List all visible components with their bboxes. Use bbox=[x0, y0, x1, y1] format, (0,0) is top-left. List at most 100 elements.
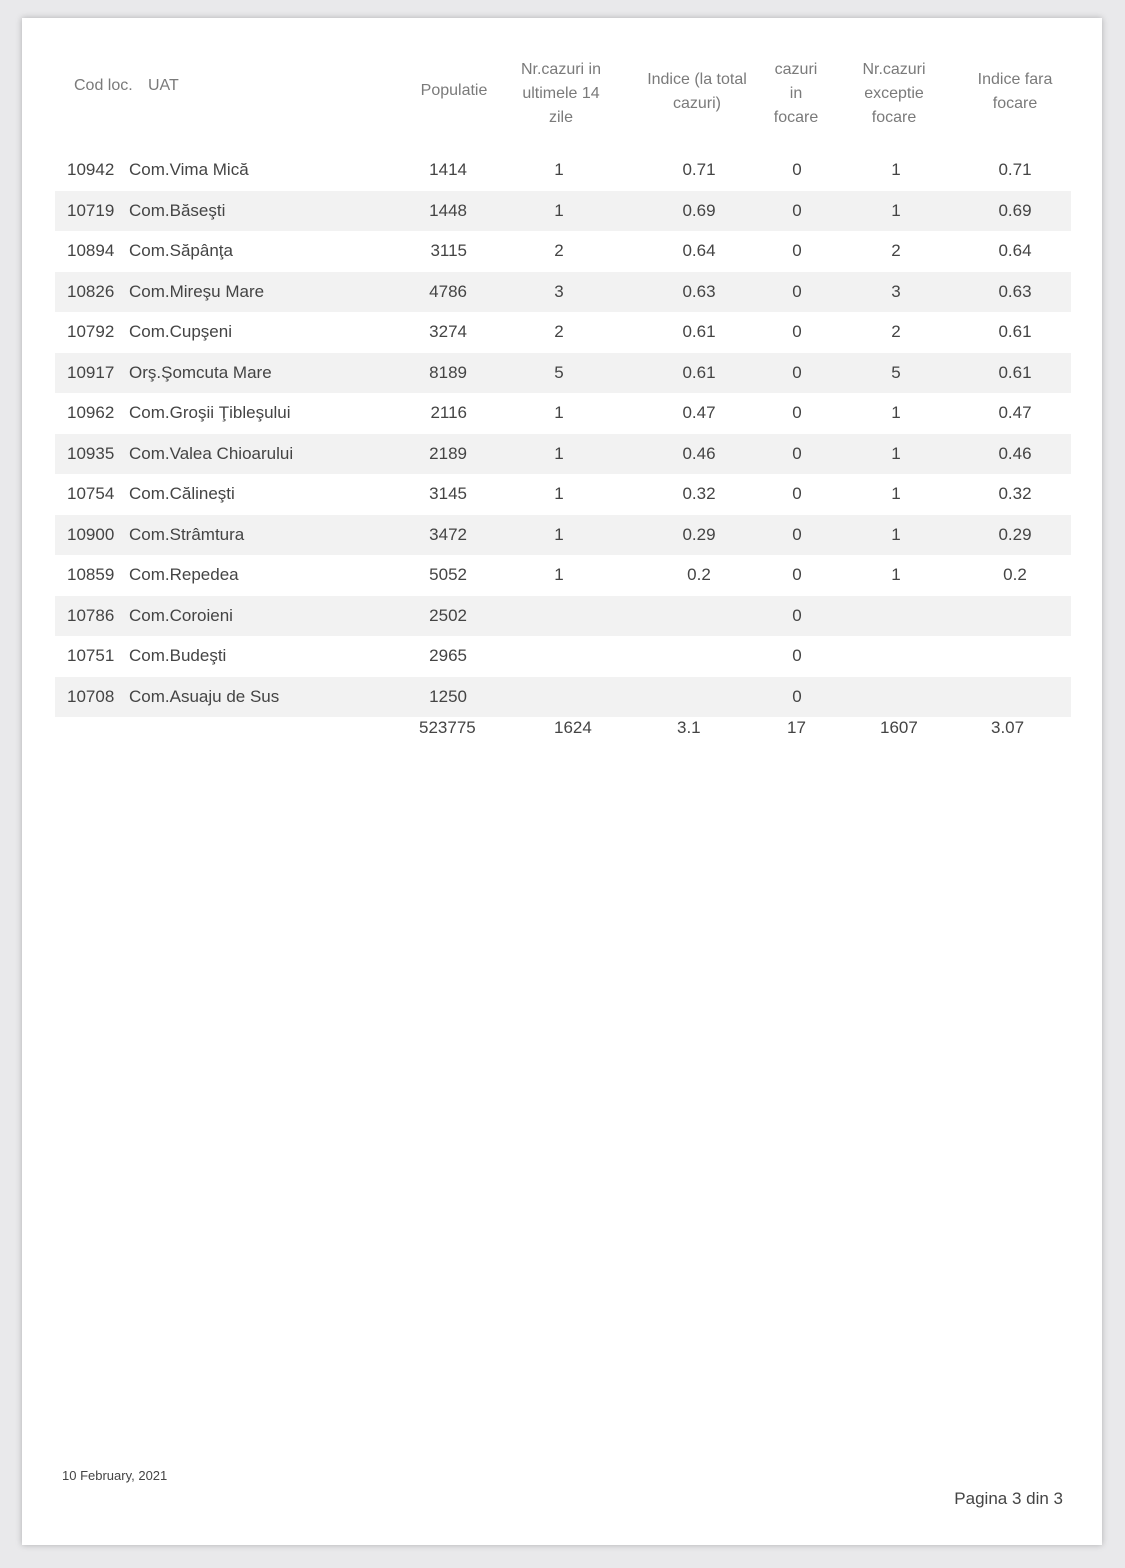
cell-uat: Com.Groşii Ţibleşului bbox=[129, 403, 291, 422]
cell-exceptie: 1 bbox=[891, 443, 901, 463]
cell-exceptie: 1 bbox=[891, 484, 901, 503]
cell-focare: 0 bbox=[792, 565, 802, 584]
total-focare: 17 bbox=[787, 718, 806, 737]
total-indice: 3.1 bbox=[677, 718, 701, 737]
cell-cazuri14: 1 bbox=[554, 200, 564, 220]
table-row: 10719 Com.Băseşti 1448 1 0.69 0 1 0.69 bbox=[55, 190, 1071, 231]
table-row: 10792 Com.Cupşeni 3274 2 0.61 0 2 0.61 bbox=[55, 312, 1071, 352]
cell-cazuri14: 2 bbox=[554, 241, 564, 260]
table-row: 10751 Com.Budeşti 2965 0 bbox=[55, 636, 1071, 676]
cell-populatie: 2189 bbox=[429, 443, 467, 463]
cell-exceptie: 2 bbox=[891, 322, 901, 341]
cell-uat: Orş.Şomcuta Mare bbox=[129, 362, 272, 382]
cell-indice: 0.47 bbox=[682, 403, 716, 422]
cell-indice: 0.46 bbox=[682, 443, 716, 463]
cell-cazuri14: 1 bbox=[554, 403, 564, 422]
cell-cazuri14: 1 bbox=[554, 484, 564, 503]
cell-cod: 10754 bbox=[67, 484, 115, 503]
cell-fara: 0.47 bbox=[998, 403, 1032, 422]
header-cazuri14: Nr.cazuri in ultimele 14 zile bbox=[520, 61, 602, 126]
cell-uat: Com.Vima Mică bbox=[129, 160, 249, 179]
table-row: 10894 Com.Săpânţa 3115 2 0.64 0 2 0.64 bbox=[55, 231, 1071, 271]
total-populatie: 523775 bbox=[419, 718, 476, 737]
table-row: 10900 Com.Strâmtura 3472 1 0.29 0 1 0.29 bbox=[55, 514, 1071, 555]
cell-populatie: 1250 bbox=[429, 686, 467, 706]
cell-focare: 0 bbox=[792, 686, 802, 706]
cell-uat: Com.Săpânţa bbox=[129, 241, 233, 260]
cell-focare: 0 bbox=[792, 200, 802, 220]
cell-uat: Com.Valea Chioarului bbox=[129, 443, 294, 463]
cell-fara: 0.61 bbox=[998, 322, 1032, 341]
cell-cazuri14: 5 bbox=[554, 362, 564, 382]
cell-fara: 0.2 bbox=[1003, 565, 1027, 584]
cell-cazuri14: 1 bbox=[554, 524, 564, 544]
cell-populatie: 2116 bbox=[430, 403, 467, 422]
page-number: Pagina 3 din 3 bbox=[954, 1489, 1063, 1508]
cell-focare: 0 bbox=[792, 322, 802, 341]
table-row: 10786 Com.Coroieni 2502 0 bbox=[55, 595, 1071, 636]
header-indice: Indice (la total cazuri) bbox=[647, 71, 747, 112]
cell-cazuri14: 1 bbox=[554, 160, 564, 179]
cell-uat: Com.Coroieni bbox=[129, 605, 233, 625]
cell-cod: 10917 bbox=[67, 362, 115, 382]
cell-populatie: 3115 bbox=[430, 241, 467, 260]
cell-indice: 0.64 bbox=[682, 241, 716, 260]
cell-indice: 0.69 bbox=[682, 200, 716, 220]
cell-uat: Com.Strâmtura bbox=[129, 524, 245, 544]
cell-populatie: 3145 bbox=[429, 484, 467, 503]
cell-fara: 0.32 bbox=[998, 484, 1032, 503]
cell-cod: 10792 bbox=[67, 322, 115, 341]
cell-exceptie: 1 bbox=[891, 200, 901, 220]
cell-fara: 0.71 bbox=[998, 160, 1032, 179]
header-exceptie: Nr.cazuri exceptie focare bbox=[862, 61, 926, 126]
cell-fara: 0.61 bbox=[998, 362, 1032, 382]
cell-focare: 0 bbox=[792, 443, 802, 463]
cell-focare: 0 bbox=[792, 160, 802, 179]
header-populatie: Populatie bbox=[420, 82, 488, 99]
cell-uat: Com.Budeşti bbox=[129, 646, 227, 665]
cell-exceptie: 5 bbox=[891, 362, 901, 382]
total-fara: 3.07 bbox=[991, 718, 1025, 737]
cell-indice: 0.61 bbox=[682, 322, 716, 341]
cell-indice: 0.61 bbox=[682, 362, 716, 382]
cell-focare: 0 bbox=[792, 646, 802, 665]
cell-uat: Com.Asuaju de Sus bbox=[129, 686, 280, 706]
cell-focare: 0 bbox=[792, 241, 802, 260]
cell-fara: 0.69 bbox=[998, 200, 1032, 220]
table-row: 10859 Com.Repedea 5052 1 0.2 0 1 0.2 bbox=[55, 555, 1071, 595]
cell-indice: 0.71 bbox=[682, 160, 716, 179]
cell-focare: 0 bbox=[792, 403, 802, 422]
cell-exceptie: 3 bbox=[891, 281, 901, 301]
cell-fara: 0.46 bbox=[998, 443, 1032, 463]
cell-cazuri14: 1 bbox=[554, 443, 564, 463]
cell-uat: Com.Mireşu Mare bbox=[129, 281, 265, 301]
table-row: 10754 Com.Călineşti 3145 1 0.32 0 1 0.32 bbox=[55, 474, 1071, 514]
table-row: 10708 Com.Asuaju de Sus 1250 0 bbox=[55, 676, 1071, 717]
cell-uat: Com.Repedea bbox=[129, 565, 239, 584]
header-uat: UAT bbox=[148, 77, 179, 94]
table-row: 10917 Orş.Şomcuta Mare 8189 5 0.61 0 5 0.61 bbox=[55, 352, 1071, 393]
cell-uat: Com.Băseşti bbox=[129, 200, 226, 220]
cell-cod: 10751 bbox=[67, 646, 115, 665]
cell-cazuri14: 1 bbox=[554, 565, 564, 584]
cell-populatie: 2502 bbox=[429, 605, 467, 625]
cell-populatie: 8189 bbox=[429, 362, 467, 382]
total-exceptie: 1607 bbox=[880, 718, 918, 737]
cell-cod: 10942 bbox=[67, 160, 115, 179]
table-row: 10826 Com.Mireşu Mare 4786 3 0.63 0 3 0.63 bbox=[55, 271, 1071, 312]
cell-cod: 10962 bbox=[67, 403, 115, 422]
cell-exceptie: 2 bbox=[891, 241, 901, 260]
cell-uat: Com.Cupşeni bbox=[129, 322, 232, 341]
total-cazuri14: 1624 bbox=[554, 718, 592, 737]
cell-populatie: 1448 bbox=[429, 200, 467, 220]
cell-exceptie: 1 bbox=[891, 565, 901, 584]
cell-populatie: 4786 bbox=[429, 281, 467, 301]
cell-cod: 10719 bbox=[67, 200, 115, 220]
cell-cod: 10935 bbox=[67, 443, 115, 463]
cell-cod: 10826 bbox=[67, 281, 115, 301]
table-row: 10962 Com.Groşii Ţibleşului 2116 1 0.47 0 1 0.4… bbox=[55, 393, 1071, 433]
cell-fara: 0.64 bbox=[998, 241, 1032, 260]
cell-indice: 0.2 bbox=[687, 565, 711, 584]
cell-fara: 0.29 bbox=[998, 524, 1032, 544]
cell-cazuri14: 2 bbox=[554, 322, 564, 341]
